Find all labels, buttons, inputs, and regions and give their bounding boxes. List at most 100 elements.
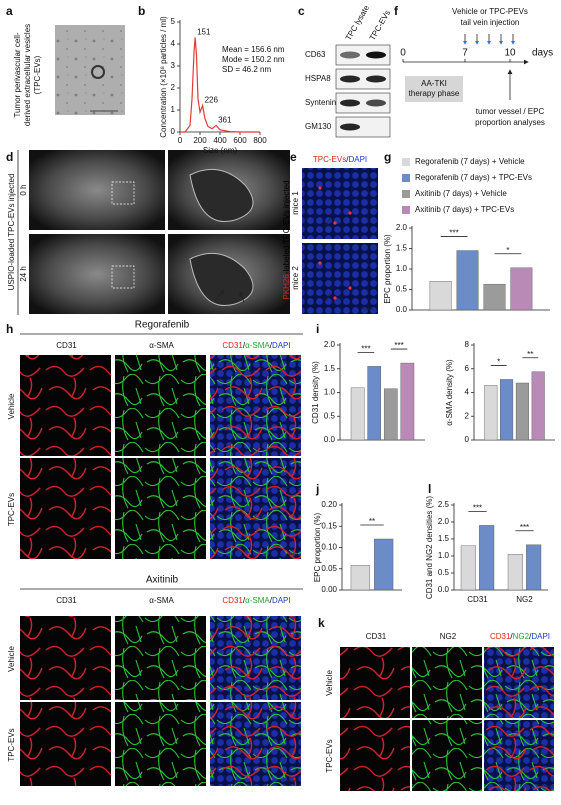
legend-label: Regorafenib (7 days) + Vehicle [415,157,525,166]
ev-dot [348,211,352,215]
band [340,51,360,59]
legend-label: Regorafenib (7 days) + TPC-EVs [415,173,532,182]
row-label: TPC-EVs [325,739,334,772]
row-label: 24 h [19,266,28,282]
panel-label: i [316,322,319,336]
timeline-label: 7 [462,48,468,59]
blot [335,116,391,138]
fluorescence-image [210,458,301,559]
vesicle [91,65,105,79]
y-tick-label: 0.10 [321,543,337,552]
marker-arrow [325,292,331,302]
bar [484,385,498,441]
row-label: TPC-EVs [7,728,16,761]
panel-label: c [298,4,305,18]
bar [526,544,542,591]
y-tick-label: 0.20 [321,500,337,509]
data-line [180,37,260,133]
row-label: Vehicle [7,393,16,419]
y-tick-label: 2 [171,83,176,92]
panel-label: e [290,150,297,164]
bar [350,565,370,591]
legend-label: Axitinib (7 days) + TPC-EVs [415,205,514,214]
row-label: TPC-EVs [7,493,16,526]
blot [335,44,391,66]
panel-label: j [315,482,319,496]
row-label: Syntenin-1 [305,98,344,107]
fluorescence-image [302,243,378,314]
blot [335,92,391,114]
column-label: α-SMA [149,596,174,605]
x-tick-label: 0 [178,136,183,145]
bar [460,545,476,591]
caption: (TPC-EVs) [33,55,42,94]
y-tick-label: 1.5 [438,534,450,543]
y-tick-label: 1.0 [324,388,336,397]
label-part: α-SMA [245,341,270,350]
legend-swatch [402,174,410,182]
y-tick-label: 2.0 [324,340,336,349]
row-label: mice 2 [291,266,300,290]
y-tick-label: 2.0 [396,223,408,232]
y-tick-label: 3 [171,61,176,70]
band [340,99,360,107]
y-axis-label: CD31 and NG2 densities (%) [425,496,434,599]
significance-label: *** [394,341,403,350]
column-label: CD31 [56,596,77,605]
annotation: Mean = 156.6 nm [222,45,285,54]
mri-image [29,234,165,314]
fluorescence-image [20,702,111,786]
fluorescence-image [210,355,301,456]
label-part: / [346,155,349,164]
timeline-label: 10 [504,48,516,59]
bar [429,281,452,311]
row-label: 0 h [19,184,28,195]
fluorescence-image [210,616,301,700]
fluorescence-image [115,616,206,700]
side-label: USPIO-loaded TPC-EVs injected [7,174,16,291]
band [340,123,360,131]
x-tick-label: 200 [193,136,207,145]
panel-label: b [138,4,145,18]
tem-image [55,25,125,115]
ev-dot [318,261,322,265]
fluorescence-image [20,458,111,559]
caption: Tumor perivascular cell- [13,32,22,117]
y-tick-label: 4 [465,388,470,397]
label-part: DAPI [531,632,550,641]
bar [531,371,545,441]
marker-arrow [214,289,225,301]
row-label: Vehicle [7,646,16,672]
column-label: α-SMA [149,341,174,350]
y-axis-label: EPC proportion (%) [383,234,392,304]
fluorescence-image [115,458,206,559]
fluorescence-image [340,720,410,791]
peak-label: 151 [197,28,211,37]
label-part: CD31 [490,632,511,641]
label-part: TPC-EVs [313,155,346,164]
y-axis-label: α-SMA density (%) [445,359,454,426]
row-label: Vehicle [325,670,334,696]
x-tick-label: 600 [233,136,247,145]
mri-image [29,150,165,230]
label-part: -labeled TPC-EVs injected [282,180,291,274]
y-axis-label: EPC proportion (%) [313,512,322,582]
y-tick-label: 0.5 [324,411,336,420]
blot [335,68,391,90]
significance-label: * [497,358,500,367]
y-tick-label: 8 [465,340,470,349]
block-title: Axitinib [146,575,179,586]
significance-label: *** [473,504,482,513]
bar [515,382,529,441]
y-tick-label: 0.05 [321,564,337,573]
caption: derived extracellular vesicles [23,24,32,126]
analysis-label: proportion analyses [475,118,545,127]
panel-label: h [6,322,13,336]
block-title: Regorafenib [135,320,190,331]
panel-label: l [428,482,431,496]
label-part: / [270,341,273,350]
label-part: α-SMA [245,596,270,605]
band [366,75,386,83]
y-axis-label: CD31 density (%) [311,361,320,424]
legend-swatch [402,190,410,198]
